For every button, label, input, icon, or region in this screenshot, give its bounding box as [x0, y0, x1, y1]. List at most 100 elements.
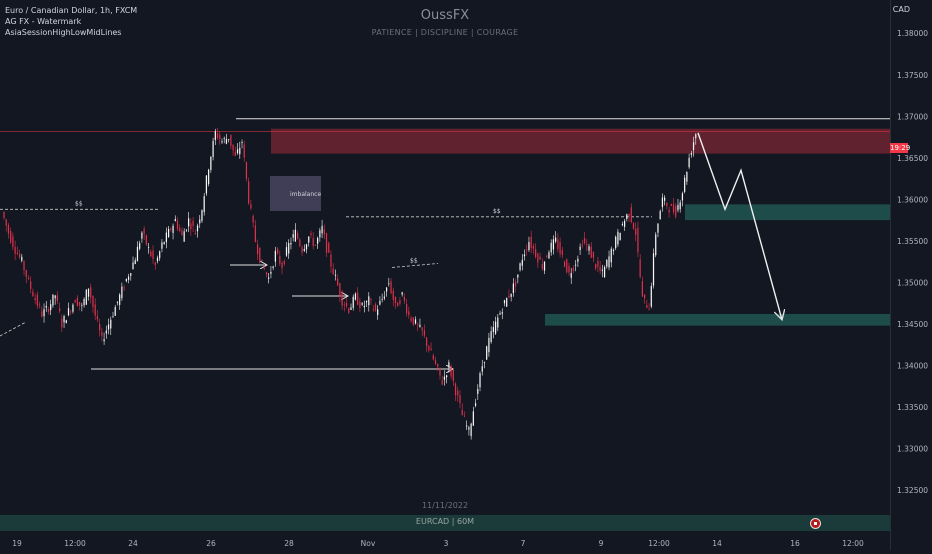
candle-body [374, 304, 377, 311]
candle-body [659, 211, 661, 220]
candle-body [692, 142, 695, 151]
candle-body [261, 259, 263, 261]
candle-body [270, 271, 272, 274]
candle-body [125, 278, 127, 282]
candle-body [16, 252, 18, 254]
candle-body [652, 253, 655, 286]
candle-body [90, 287, 92, 298]
candle-body [94, 304, 96, 316]
candle-body [281, 262, 283, 269]
candle-body [477, 388, 479, 394]
candle-body [241, 142, 243, 144]
candle-body [501, 312, 503, 314]
y-tick-label: 1.36000 [897, 195, 928, 204]
candle-body [359, 301, 361, 308]
candle-body [194, 233, 196, 235]
candle-body [230, 134, 232, 146]
candle-body [119, 294, 121, 305]
candle-body [612, 250, 615, 252]
liquidity-label: $$ [75, 200, 83, 207]
candle-body [637, 227, 639, 253]
candle-body [34, 298, 36, 300]
candle-body [310, 233, 312, 235]
candle-body [112, 316, 114, 318]
candle-body [45, 305, 47, 308]
candle-body [92, 295, 94, 307]
candle-body [350, 307, 352, 311]
candle-body [550, 242, 552, 253]
candle-body [606, 259, 608, 267]
candle-body [661, 197, 664, 208]
indicator-watermark[interactable]: AG FX - Watermark [5, 17, 82, 26]
candle-body [248, 181, 250, 204]
candle-body [208, 169, 210, 185]
candle-body [85, 289, 87, 305]
candle-body [664, 197, 666, 201]
candle-body [548, 252, 550, 259]
demand-zone-lower [545, 313, 890, 326]
candle-body [201, 210, 203, 221]
candle-body [114, 307, 116, 316]
candle-body [305, 244, 308, 250]
candle-body [490, 331, 492, 343]
candle-body [546, 255, 548, 257]
y-tick-label: 1.32500 [897, 486, 928, 495]
x-tick-label: 12:00 [842, 539, 864, 548]
candle-body [130, 273, 132, 276]
candle-body [394, 296, 397, 304]
canada-flag-icon[interactable] [810, 518, 821, 529]
y-tick-label: 1.38000 [897, 29, 928, 38]
candle-body [167, 228, 170, 238]
candle-body [14, 246, 16, 254]
candle-body [681, 193, 684, 201]
candle-body [543, 261, 546, 271]
candle-body [621, 224, 623, 226]
symbol-title[interactable]: Euro / Canadian Dollar, 1h, FXCM [5, 6, 138, 15]
footer-session-bar [0, 515, 890, 531]
x-tick-label: 3 [444, 539, 449, 548]
candle-body [486, 346, 488, 360]
candle-body [397, 302, 399, 307]
candle-body [521, 259, 523, 266]
candle-body [670, 204, 672, 206]
x-tick-label: 28 [284, 539, 294, 548]
y-tick-label: 1.33000 [897, 445, 928, 454]
x-tick-label: Nov [361, 539, 376, 548]
candle-body [43, 309, 45, 317]
candle-body [139, 243, 141, 249]
candle-body [30, 281, 32, 289]
indicator-asia-session[interactable]: AsiaSessionHighLowMidLines [5, 28, 122, 37]
candle-body [163, 242, 165, 244]
candle-body [159, 251, 161, 259]
candle-body [657, 223, 659, 233]
candle-body [50, 304, 52, 311]
candle-body [410, 318, 412, 321]
candle-body [54, 295, 56, 299]
candle-body [686, 171, 688, 182]
candle-body [141, 232, 143, 239]
candle-body [288, 243, 290, 254]
candle-body [301, 247, 303, 253]
candle-body [372, 309, 374, 310]
candle-body [688, 157, 690, 168]
candle-body [672, 204, 675, 213]
projection-path [697, 132, 782, 320]
candle-body [555, 237, 557, 242]
candle-body [603, 267, 606, 278]
candle-body [12, 236, 14, 248]
candle-body [677, 204, 679, 211]
candle-body [494, 321, 497, 334]
candle-body [426, 337, 428, 347]
candle-body [583, 237, 586, 244]
candle-body [595, 264, 597, 269]
candle-body [345, 302, 348, 307]
candle-body [566, 259, 568, 273]
candle-body [101, 331, 103, 336]
candle-body [399, 300, 401, 304]
candle-body [439, 367, 441, 376]
candle-body [650, 285, 652, 307]
candle-body [18, 254, 21, 257]
candle-body [341, 291, 343, 306]
